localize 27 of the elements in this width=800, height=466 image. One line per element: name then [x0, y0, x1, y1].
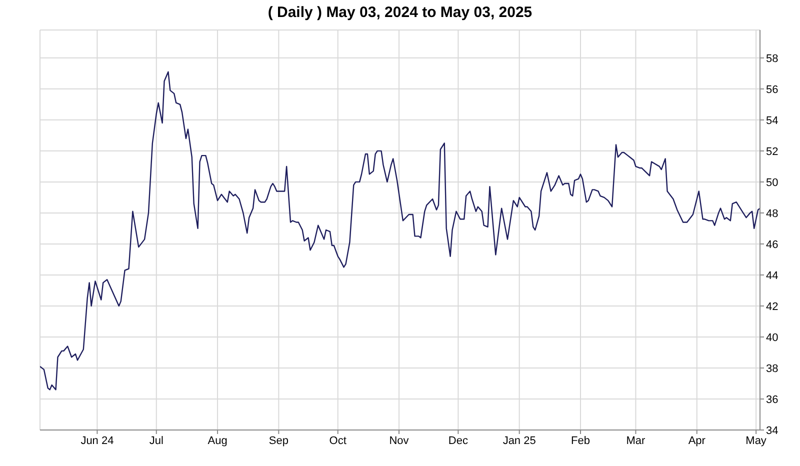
y-tick-label: 58: [766, 52, 778, 65]
x-tick-label: Dec: [448, 434, 468, 447]
x-tick-label: Apr: [688, 434, 706, 447]
x-tick-label: Jan 25: [502, 434, 536, 447]
y-tick-label: 38: [766, 362, 778, 375]
chart-title: ( Daily ) May 03, 2024 to May 03, 2025: [266, 4, 534, 21]
y-tick-label: 48: [766, 208, 778, 220]
x-tick-label: Oct: [329, 434, 346, 447]
x-tick-label: Aug: [208, 434, 228, 447]
y-tick-label: 52: [766, 146, 778, 158]
x-tick-label: Sep: [268, 434, 288, 447]
x-tick-label: Mar: [626, 434, 646, 447]
y-tick-label: 44: [766, 270, 778, 282]
x-tick-label: Jul: [149, 434, 164, 447]
x-tick-label: Nov: [389, 434, 410, 447]
y-tick-label: 42: [766, 300, 778, 313]
y-tick-label: 40: [766, 332, 778, 344]
x-tick-label: Jun 24: [80, 434, 114, 447]
y-tick-label: 56: [766, 84, 778, 96]
y-tick-label: 54: [766, 114, 778, 127]
y-tick-label: 46: [766, 238, 778, 251]
x-tick-label: May: [746, 434, 767, 447]
y-tick-label: 34: [766, 424, 778, 437]
y-tick-label: 50: [766, 176, 778, 189]
y-tick-label: 36: [766, 394, 778, 406]
line-series: [40, 71, 760, 390]
x-tick-label: Feb: [571, 434, 590, 447]
